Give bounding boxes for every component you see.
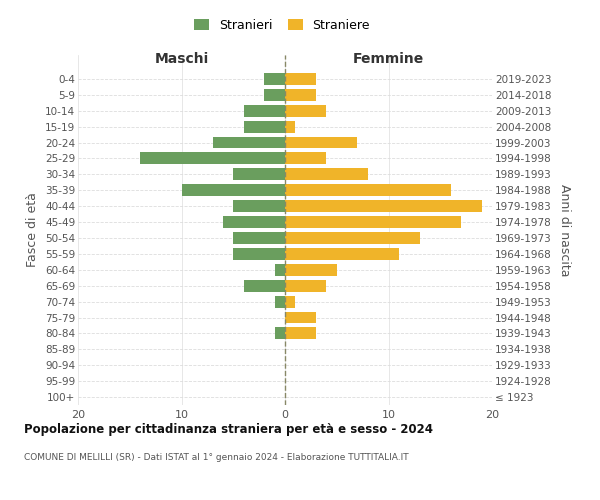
Bar xyxy=(285,168,368,180)
Bar xyxy=(244,104,285,117)
Bar xyxy=(140,152,285,164)
Text: Maschi: Maschi xyxy=(154,52,209,66)
Bar xyxy=(285,328,316,340)
Bar xyxy=(233,248,285,260)
Bar xyxy=(285,89,316,101)
Bar xyxy=(233,232,285,244)
Bar xyxy=(285,312,316,324)
Bar xyxy=(285,73,316,85)
Bar xyxy=(285,136,358,148)
Y-axis label: Fasce di età: Fasce di età xyxy=(26,192,40,268)
Bar xyxy=(285,296,295,308)
Bar xyxy=(275,328,285,340)
Bar xyxy=(244,280,285,291)
Bar xyxy=(285,200,482,212)
Bar xyxy=(285,232,419,244)
Y-axis label: Anni di nascita: Anni di nascita xyxy=(558,184,571,276)
Bar xyxy=(275,296,285,308)
Bar xyxy=(285,184,451,196)
Bar xyxy=(182,184,285,196)
Bar xyxy=(285,264,337,276)
Text: COMUNE DI MELILLI (SR) - Dati ISTAT al 1° gennaio 2024 - Elaborazione TUTTITALIA: COMUNE DI MELILLI (SR) - Dati ISTAT al 1… xyxy=(24,452,409,462)
Bar xyxy=(275,264,285,276)
Bar xyxy=(212,136,285,148)
Bar xyxy=(233,200,285,212)
Legend: Stranieri, Straniere: Stranieri, Straniere xyxy=(189,14,375,37)
Bar xyxy=(285,152,326,164)
Bar xyxy=(285,120,295,132)
Bar xyxy=(244,120,285,132)
Bar xyxy=(265,89,285,101)
Bar xyxy=(285,248,399,260)
Text: Popolazione per cittadinanza straniera per età e sesso - 2024: Popolazione per cittadinanza straniera p… xyxy=(24,422,433,436)
Text: Femmine: Femmine xyxy=(353,52,424,66)
Bar xyxy=(223,216,285,228)
Bar xyxy=(285,280,326,291)
Bar xyxy=(265,73,285,85)
Bar xyxy=(285,216,461,228)
Bar xyxy=(285,104,326,117)
Bar xyxy=(233,168,285,180)
